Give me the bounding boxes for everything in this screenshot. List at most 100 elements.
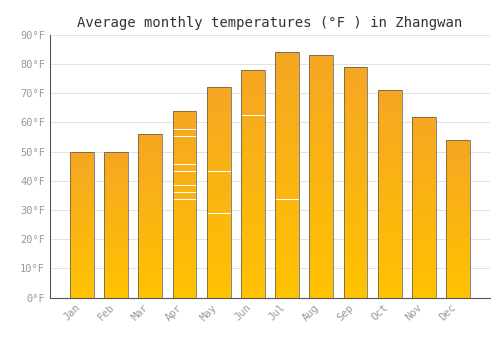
Bar [241, 204, 265, 206]
Bar [378, 264, 402, 266]
Bar [310, 222, 333, 225]
Bar [310, 276, 333, 279]
Bar [241, 167, 265, 169]
Bar [138, 257, 162, 259]
Bar [241, 96, 265, 98]
Bar [446, 201, 470, 203]
Bar [207, 224, 231, 227]
Bar [172, 146, 197, 148]
Bar [172, 188, 197, 190]
Bar [378, 158, 402, 160]
Bar [446, 256, 470, 258]
Bar [104, 245, 128, 246]
Bar [70, 281, 94, 283]
Bar [275, 215, 299, 218]
Bar [138, 285, 162, 287]
Bar [275, 138, 299, 141]
Bar [275, 83, 299, 86]
Bar [344, 251, 367, 254]
Bar [344, 162, 367, 165]
Bar [446, 268, 470, 270]
Bar [344, 295, 367, 298]
Bar [344, 150, 367, 154]
Bar [241, 138, 265, 141]
Bar [378, 124, 402, 127]
Bar [138, 265, 162, 267]
Bar [275, 95, 299, 98]
Bar [446, 162, 470, 164]
Bar [138, 187, 162, 189]
Bar [378, 114, 402, 116]
Bar [172, 211, 197, 213]
Bar [70, 274, 94, 276]
Bar [207, 216, 231, 219]
Bar [412, 166, 436, 169]
Bar [138, 144, 162, 146]
Bar [104, 296, 128, 298]
Bar [241, 124, 265, 127]
Bar [241, 266, 265, 269]
Bar [275, 285, 299, 288]
Bar [310, 58, 333, 62]
Bar [344, 76, 367, 79]
Bar [70, 159, 94, 161]
Bar [241, 175, 265, 178]
Bar [241, 278, 265, 280]
Bar [275, 141, 299, 144]
Bar [207, 140, 231, 143]
Bar [207, 164, 231, 166]
Bar [207, 269, 231, 271]
Bar [207, 111, 231, 114]
Bar [70, 228, 94, 230]
Bar [138, 134, 162, 298]
Bar [241, 295, 265, 298]
Bar [310, 255, 333, 258]
Bar [241, 153, 265, 155]
Bar [207, 93, 231, 95]
Bar [378, 140, 402, 142]
Bar [172, 134, 197, 136]
Bar [446, 209, 470, 211]
Bar [70, 181, 94, 183]
Bar [138, 208, 162, 210]
Bar [207, 119, 231, 122]
Bar [172, 176, 197, 178]
Bar [412, 117, 436, 298]
Bar [412, 286, 436, 288]
Bar [138, 220, 162, 222]
Bar [241, 195, 265, 198]
Bar [310, 292, 333, 294]
Bar [310, 74, 333, 77]
Bar [70, 252, 94, 254]
Bar [104, 259, 128, 261]
Bar [310, 104, 333, 107]
Bar [207, 271, 231, 274]
Bar [344, 168, 367, 171]
Bar [446, 168, 470, 169]
Bar [310, 246, 333, 249]
Bar [241, 212, 265, 215]
Bar [344, 159, 367, 162]
Bar [207, 145, 231, 148]
Bar [70, 268, 94, 270]
Bar [207, 187, 231, 190]
Bar [172, 279, 197, 281]
Bar [275, 282, 299, 285]
Bar [70, 212, 94, 214]
Bar [104, 276, 128, 278]
Bar [207, 198, 231, 200]
Bar [138, 156, 162, 159]
Bar [172, 251, 197, 253]
Bar [241, 130, 265, 133]
Bar [104, 257, 128, 259]
Bar [344, 136, 367, 139]
Bar [207, 211, 231, 214]
Bar [344, 237, 367, 240]
Bar [138, 273, 162, 275]
Bar [378, 215, 402, 217]
Bar [275, 144, 299, 147]
Bar [378, 225, 402, 228]
Bar [241, 263, 265, 266]
Bar [310, 86, 333, 89]
Bar [138, 226, 162, 228]
